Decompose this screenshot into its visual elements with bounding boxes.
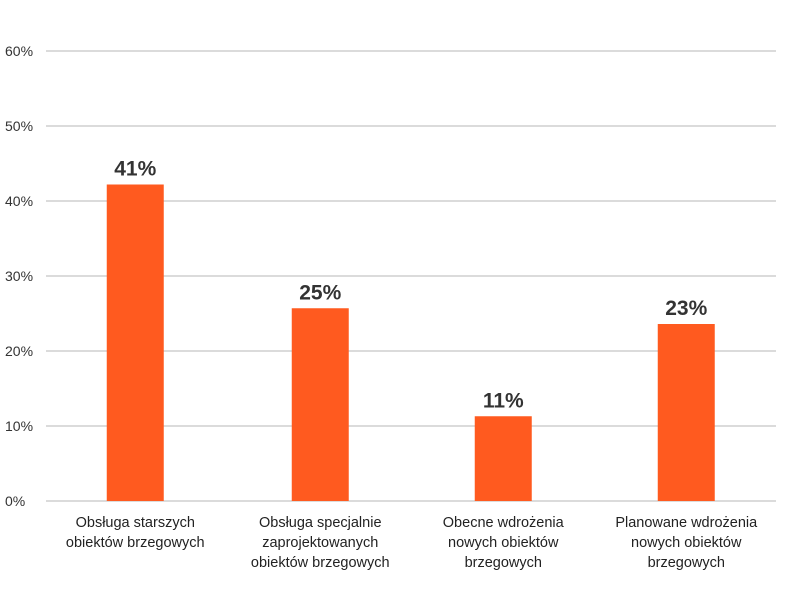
- category-label: Obecne wdrożenia nowych obiektów brzegowyc…: [443, 515, 565, 571]
- category-label-line: Obsługa starszych: [76, 515, 195, 531]
- category-label-line: brzegowych: [465, 555, 542, 571]
- y-axis-ticks: 0% 10% 20% 30% 40% 50% 60%: [5, 43, 33, 509]
- bar: [106, 184, 164, 501]
- category-label-line: nowych obiektów: [631, 535, 742, 551]
- bar: [474, 416, 532, 501]
- y-tick-label: 20%: [5, 343, 33, 359]
- category-label-line: brzegowych: [648, 555, 725, 571]
- category-label-line: obiektów brzegowych: [251, 555, 390, 571]
- category-label: Planowane wdrożenia nowych obiektów brzego…: [615, 515, 758, 571]
- bar: [291, 308, 349, 501]
- category-label-line: Obsługa specjalnie: [259, 515, 382, 531]
- gridlines: [46, 50, 776, 502]
- bars: [106, 184, 715, 501]
- y-tick-label: 50%: [5, 118, 33, 134]
- bar: [657, 324, 715, 501]
- y-tick-label: 10%: [5, 418, 33, 434]
- y-tick-label: 0%: [5, 493, 25, 509]
- category-label-line: nowych obiektów: [448, 535, 559, 551]
- y-tick-label: 40%: [5, 193, 33, 209]
- category-label: Obsługa specjalnie zaprojektowanych obiekt…: [251, 515, 390, 571]
- y-tick-label: 30%: [5, 268, 33, 284]
- y-tick-label: 60%: [5, 43, 33, 59]
- data-labels: 41% 25% 11% 23%: [114, 158, 707, 413]
- data-label: 11%: [483, 389, 524, 412]
- data-label: 41%: [114, 158, 156, 181]
- category-label-line: zaprojektowanych: [262, 535, 378, 551]
- data-label: 25%: [299, 281, 341, 304]
- category-label-line: Planowane wdrożenia: [615, 515, 758, 531]
- category-label: Obsługa starszych obiektów brzegowych: [66, 515, 205, 551]
- data-label: 23%: [665, 297, 707, 320]
- category-label-line: obiektów brzegowych: [66, 535, 205, 551]
- category-label-line: Obecne wdrożenia: [443, 515, 565, 531]
